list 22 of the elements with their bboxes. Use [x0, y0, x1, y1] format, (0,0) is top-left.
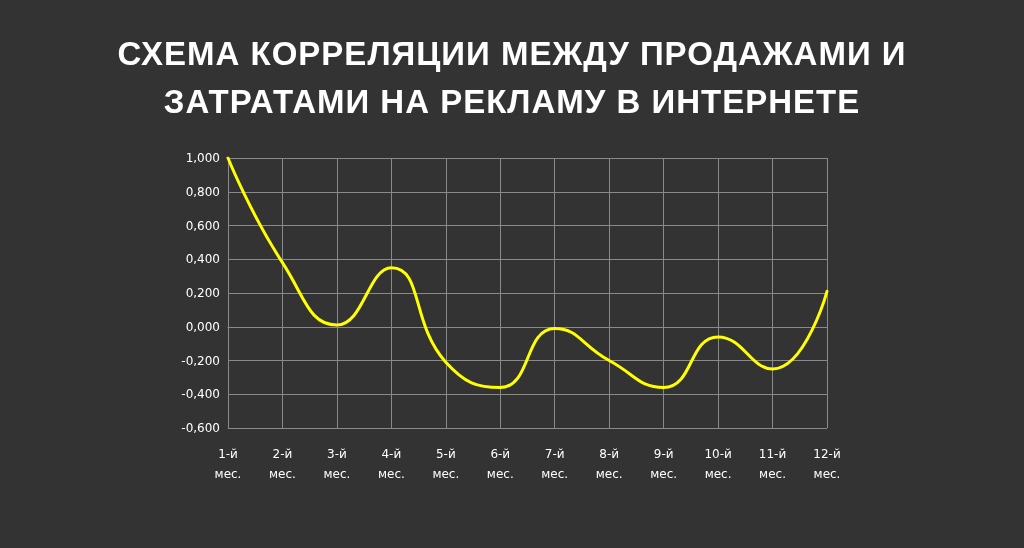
y-tick-label: 0,600: [185, 218, 220, 233]
x-tick-label: 1-й мес.: [214, 447, 242, 481]
x-tick-label: 10-й мес.: [704, 447, 732, 481]
y-tick-label: 0,800: [185, 184, 220, 199]
x-tick-label: 8-й мес.: [595, 447, 623, 481]
y-tick-label: 0,000: [185, 319, 220, 334]
x-tick-label: 7-й мес.: [541, 447, 569, 481]
y-tick-label: -0,600: [181, 421, 220, 435]
x-tick-label: 5-й мес.: [432, 447, 460, 481]
x-tick-label: 9-й мес.: [650, 447, 678, 481]
y-tick-label: 0,200: [185, 286, 220, 300]
x-tick-label: 3-й мес.: [323, 447, 351, 481]
x-tick-label: 11-й мес.: [758, 447, 787, 481]
chart-title: СХЕМА КОРРЕЛЯЦИИ МЕЖДУ ПРОДАЖАМИ И ЗАТРАТАМИ НА РЕКЛАМУ В ИНТЕРНЕТЕ: [116, 34, 908, 122]
y-tick-label: 1,000: [185, 151, 220, 165]
y-tick-label: 0,400: [185, 252, 220, 267]
y-tick-label: -0,400: [181, 387, 220, 402]
x-tick-label: 4-й мес.: [377, 447, 405, 481]
x-tick-label: 12-й мес.: [813, 447, 841, 481]
y-tick-label: -0,200: [181, 353, 220, 368]
x-tick-label: 2-й мес.: [269, 447, 296, 481]
x-tick-label: 6-й мес.: [486, 447, 514, 481]
